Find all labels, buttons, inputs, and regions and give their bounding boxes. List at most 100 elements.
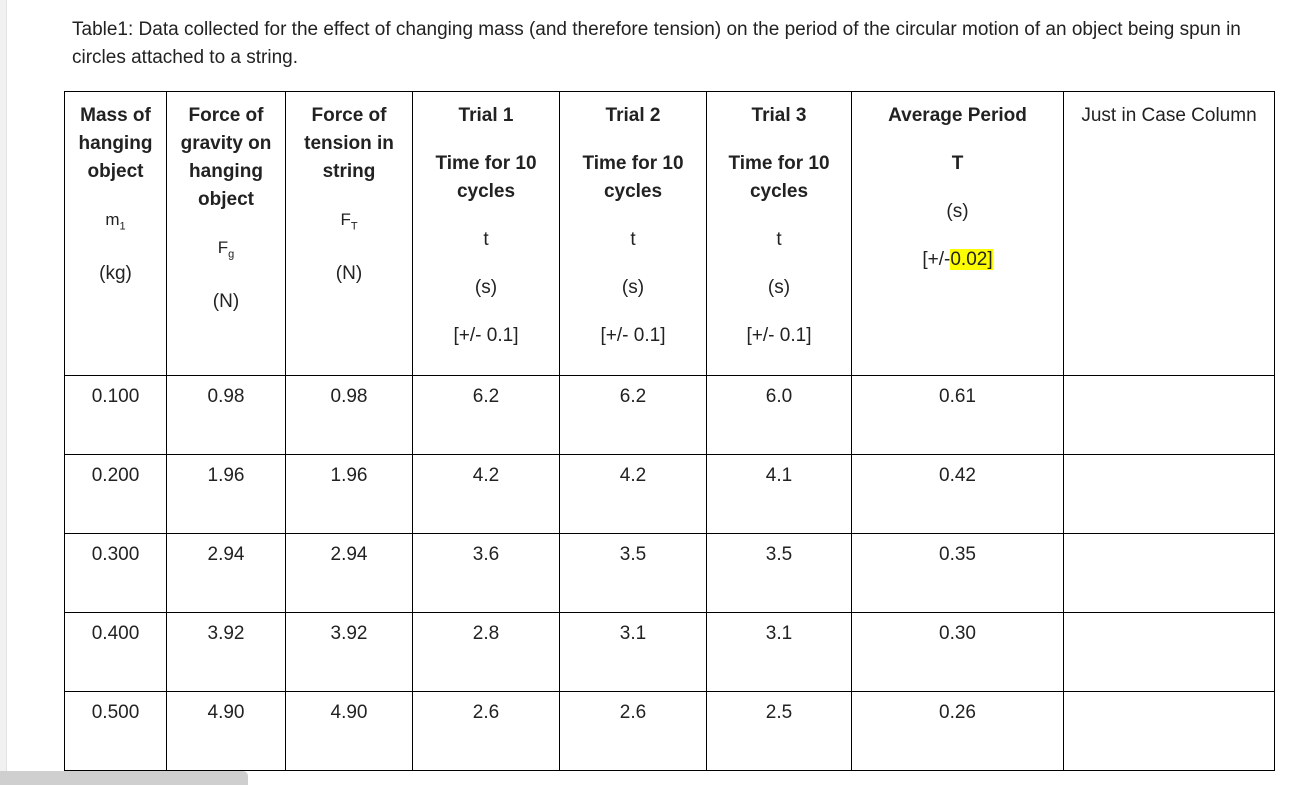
header-tension: Force of tension in string FT (N) bbox=[285, 91, 413, 376]
cell-value: 0.200 bbox=[91, 465, 140, 486]
table-cell: 2.5 bbox=[706, 691, 852, 771]
table-cell: 0.26 bbox=[851, 691, 1064, 771]
cell-value: 2.6 bbox=[472, 702, 500, 723]
table-cell: 0.400 bbox=[64, 612, 167, 692]
header-gravity: Force of gravity on hanging object Fg (N… bbox=[166, 91, 286, 376]
average-uncertainty: [+/-0.02] bbox=[922, 249, 993, 270]
page-left-edge bbox=[0, 0, 7, 783]
table-row: 0.100 0.98 0.98 6.2 6.2 6.0 0.61 bbox=[64, 375, 1275, 455]
table-cell: 0.200 bbox=[64, 454, 167, 534]
table-cell: 1.96 bbox=[166, 454, 286, 534]
table-cell: 2.8 bbox=[412, 612, 560, 692]
table-cell: 2.94 bbox=[166, 533, 286, 613]
highlighted-uncertainty: 0.02] bbox=[950, 249, 993, 270]
table-cell: 4.90 bbox=[285, 691, 413, 771]
header-trial-1: Trial 1 Time for 10 cycles t (s) [+/- 0.… bbox=[412, 91, 560, 376]
table-cell: 6.2 bbox=[559, 375, 707, 455]
cell-value: 2.94 bbox=[207, 544, 245, 565]
cell-value: 1.96 bbox=[207, 465, 245, 486]
cell-value: 0.26 bbox=[939, 702, 976, 723]
table-cell: 4.2 bbox=[559, 454, 707, 534]
cell-value: 0.400 bbox=[91, 623, 140, 644]
table-cell: 0.98 bbox=[166, 375, 286, 455]
table-cell: 0.30 bbox=[851, 612, 1064, 692]
cell-value: 3.1 bbox=[619, 623, 647, 644]
cell-value: 0.35 bbox=[939, 544, 976, 565]
cell-value: 0.500 bbox=[91, 702, 140, 723]
table-cell: 4.1 bbox=[706, 454, 852, 534]
cell-value: 0.100 bbox=[91, 386, 140, 407]
cell-value: 6.2 bbox=[619, 386, 647, 407]
cell-value: 3.6 bbox=[472, 544, 500, 565]
data-table: Mass of hanging object m1 (kg) Force of … bbox=[64, 91, 1275, 771]
cell-value bbox=[1064, 455, 1274, 465]
table-cell: 1.96 bbox=[285, 454, 413, 534]
cell-value: 3.1 bbox=[765, 623, 793, 644]
cell-value: 4.90 bbox=[207, 702, 245, 723]
cell-value: 0.98 bbox=[207, 386, 245, 407]
cell-value: 4.90 bbox=[330, 702, 368, 723]
cell-value: 1.96 bbox=[330, 465, 368, 486]
gravity-symbol: Fg bbox=[217, 238, 235, 261]
table-row: 0.300 2.94 2.94 3.6 3.5 3.5 0.35 bbox=[64, 533, 1275, 613]
mass-symbol: m1 bbox=[105, 210, 126, 233]
cell-value: 3.5 bbox=[765, 544, 793, 565]
table-row: 0.200 1.96 1.96 4.2 4.2 4.1 0.42 bbox=[64, 454, 1275, 534]
table-cell: 3.92 bbox=[166, 612, 286, 692]
cell-value bbox=[1064, 534, 1274, 544]
table-cell: 6.0 bbox=[706, 375, 852, 455]
table-cell: 3.1 bbox=[706, 612, 852, 692]
cell-value: 0.300 bbox=[91, 544, 140, 565]
table-cell bbox=[1063, 533, 1275, 613]
table-cell: 3.1 bbox=[559, 612, 707, 692]
cell-value: 3.92 bbox=[330, 623, 368, 644]
header-trial-3: Trial 3 Time for 10 cycles t (s) [+/- 0.… bbox=[706, 91, 852, 376]
cell-value: 4.1 bbox=[765, 465, 793, 486]
table-cell: 4.2 bbox=[412, 454, 560, 534]
cell-value: 4.2 bbox=[619, 465, 647, 486]
cell-value: 6.0 bbox=[765, 386, 793, 407]
status-url-tab bbox=[0, 771, 248, 785]
table-caption: Table1: Data collected for the effect of… bbox=[72, 19, 1241, 68]
table-cell: 0.42 bbox=[851, 454, 1064, 534]
table-cell bbox=[1063, 375, 1275, 455]
table-cell: 0.100 bbox=[64, 375, 167, 455]
cell-value: 6.2 bbox=[472, 386, 500, 407]
header-row: Mass of hanging object m1 (kg) Force of … bbox=[64, 91, 1275, 376]
cell-value bbox=[1064, 376, 1274, 386]
table-cell bbox=[1063, 612, 1275, 692]
table-cell: 6.2 bbox=[412, 375, 560, 455]
tension-symbol: FT bbox=[340, 210, 358, 233]
cell-value: 2.6 bbox=[619, 702, 647, 723]
table-cell bbox=[1063, 691, 1275, 771]
cell-value: 3.5 bbox=[619, 544, 647, 565]
cell-value: 2.5 bbox=[765, 702, 793, 723]
cell-value: 0.61 bbox=[939, 386, 976, 407]
table-cell: 2.6 bbox=[412, 691, 560, 771]
table-cell: 3.5 bbox=[559, 533, 707, 613]
table-cell: 3.92 bbox=[285, 612, 413, 692]
cell-value: 0.30 bbox=[939, 623, 976, 644]
cell-value bbox=[1064, 692, 1274, 702]
cell-value: 0.42 bbox=[939, 465, 976, 486]
table-cell: 2.6 bbox=[559, 691, 707, 771]
table-cell: 3.6 bbox=[412, 533, 560, 613]
table-cell: 0.300 bbox=[64, 533, 167, 613]
table-cell: 0.98 bbox=[285, 375, 413, 455]
table-cell: 0.500 bbox=[64, 691, 167, 771]
cell-value bbox=[1064, 613, 1274, 623]
table-row: 0.500 4.90 4.90 2.6 2.6 2.5 0.26 bbox=[64, 691, 1275, 771]
table-cell: 3.5 bbox=[706, 533, 852, 613]
table-cell: 2.94 bbox=[285, 533, 413, 613]
cell-value: 4.2 bbox=[472, 465, 500, 486]
table-cell bbox=[1063, 454, 1275, 534]
table-cell: 4.90 bbox=[166, 691, 286, 771]
cell-value: 2.8 bbox=[472, 623, 500, 644]
header-trial-2: Trial 2 Time for 10 cycles t (s) [+/- 0.… bbox=[559, 91, 707, 376]
cell-value: 3.92 bbox=[207, 623, 245, 644]
table-row: 0.400 3.92 3.92 2.8 3.1 3.1 0.30 bbox=[64, 612, 1275, 692]
header-average-period: Average Period T (s) [+/-0.02] bbox=[851, 91, 1064, 376]
header-mass: Mass of hanging object m1 (kg) bbox=[64, 91, 167, 376]
table-cell: 0.35 bbox=[851, 533, 1064, 613]
cell-value: 2.94 bbox=[330, 544, 368, 565]
